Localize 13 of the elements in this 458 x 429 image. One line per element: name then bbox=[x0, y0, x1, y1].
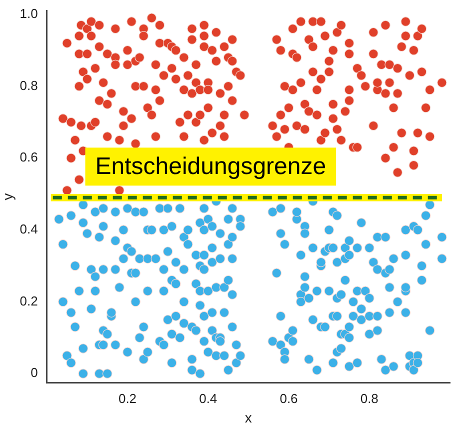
ref-line-label: Entscheidungsgrenze bbox=[95, 153, 326, 180]
y-tick-label: 1.0 bbox=[20, 6, 38, 21]
y-tick-label: 0 bbox=[30, 365, 38, 380]
y-tick-label: 0.2 bbox=[20, 293, 38, 308]
x-tick-label: 0.6 bbox=[280, 390, 298, 406]
x-tick-label: 0.2 bbox=[118, 390, 137, 406]
y-tick-label: 0.4 bbox=[20, 222, 38, 237]
x-tick-label: 0.4 bbox=[199, 390, 218, 406]
y-axis-title: y bbox=[0, 193, 16, 200]
y-tick-label: 0.8 bbox=[20, 78, 38, 93]
x-tick-label: 0.8 bbox=[360, 390, 378, 406]
y-tick-label: 0.6 bbox=[20, 150, 38, 165]
x-axis-title: x bbox=[244, 409, 252, 426]
